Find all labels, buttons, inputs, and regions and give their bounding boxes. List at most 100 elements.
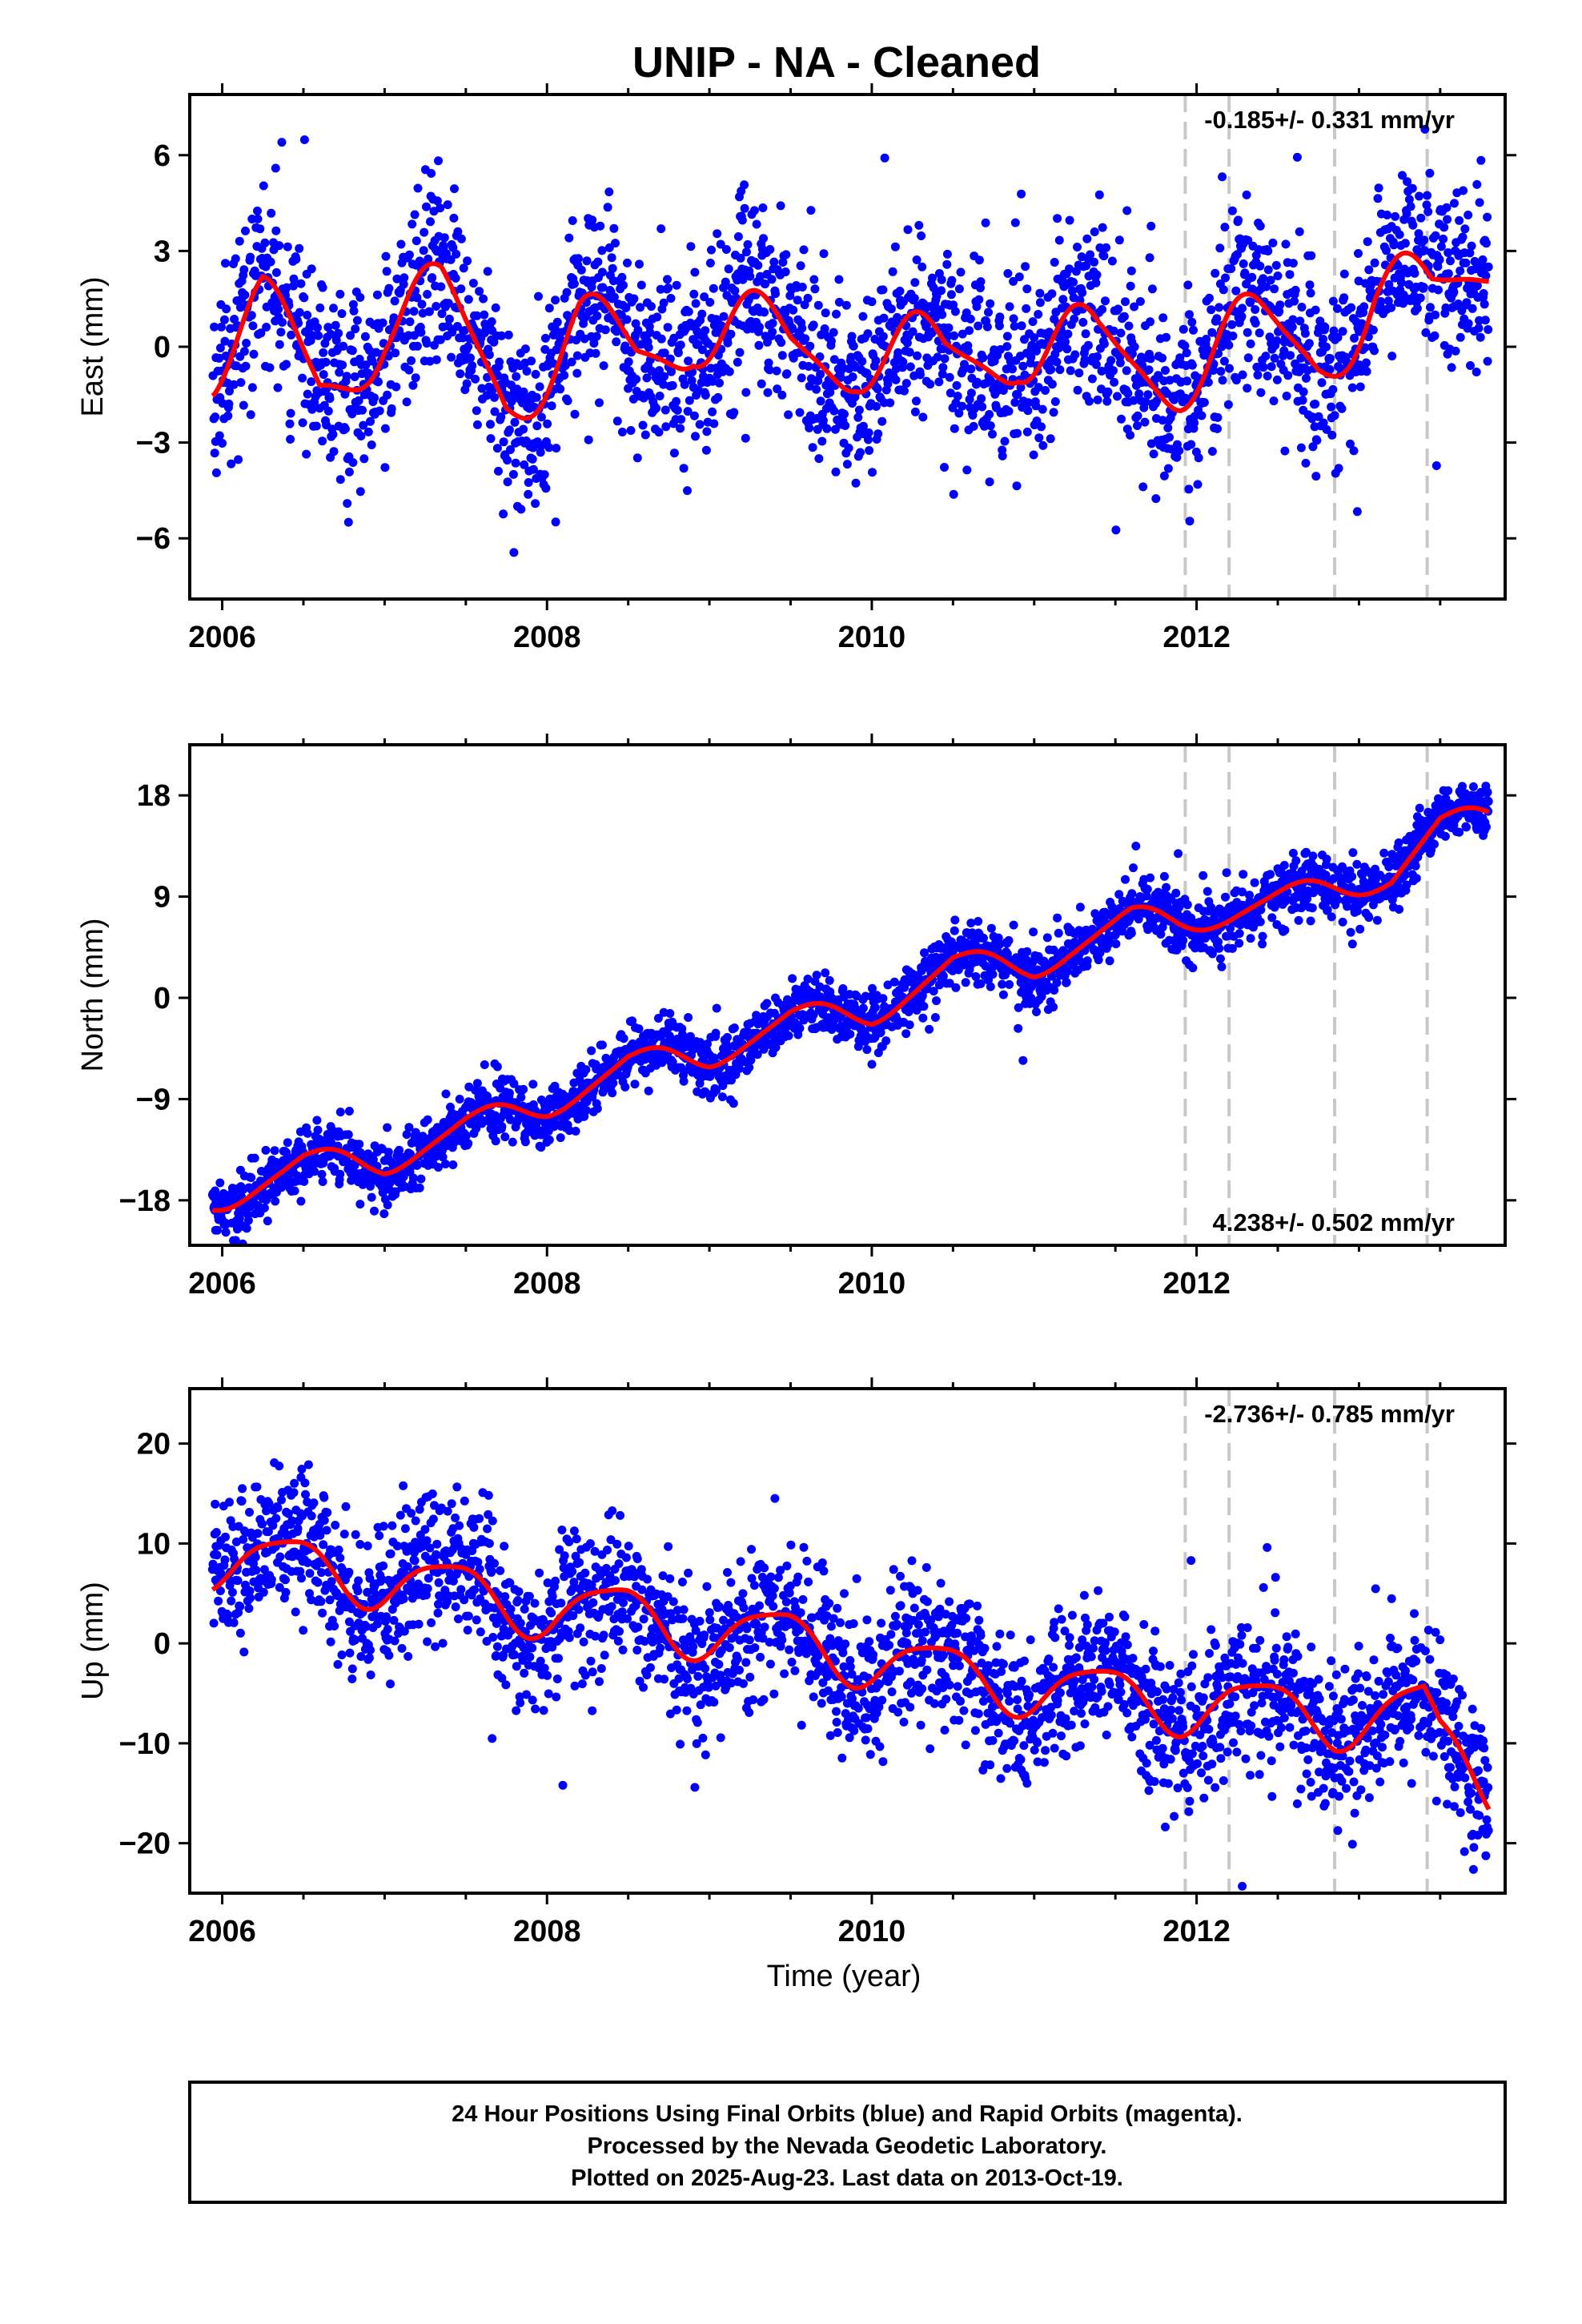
data-point [1070,314,1079,324]
data-point [372,290,382,300]
data-point [528,464,538,474]
data-point [781,250,791,259]
data-point [1046,364,1056,374]
data-point [1270,284,1279,294]
data-point [408,380,418,390]
data-point [819,249,829,259]
data-point [366,416,375,426]
data-point [246,252,255,262]
data-point [339,628,348,637]
data-point [1013,954,1022,963]
data-point [597,246,607,255]
data-point [1370,346,1379,356]
data-point [317,1169,327,1179]
data-point [352,316,362,325]
data-point [325,394,335,404]
data-point [998,451,1007,460]
data-point [1161,366,1170,375]
data-point [964,347,973,356]
data-point [1295,227,1304,236]
data-point [472,311,482,320]
data-point [836,372,845,382]
data-point [608,263,617,273]
data-point [347,346,357,356]
data-point [621,303,631,312]
data-point [484,350,494,360]
data-point [1038,440,1048,450]
data-point [210,322,219,332]
data-point [497,1122,507,1132]
data-point [996,345,1005,354]
data-point [634,1024,644,1034]
data-point [956,267,966,277]
data-point [1253,370,1263,380]
data-point [1476,155,1486,165]
data-point [1421,328,1431,337]
data-point [404,365,414,375]
data-point [451,273,460,283]
data-point [619,1034,628,1043]
data-point [215,1178,225,1188]
data-point [551,296,560,305]
data-point [604,187,614,197]
data-point [865,446,874,455]
data-point [918,1013,928,1023]
data-point [243,1216,253,1225]
data-point [1243,384,1252,393]
data-point [1263,247,1273,255]
data-point [755,322,764,332]
data-point [265,363,275,372]
data-point [673,348,683,357]
data-point [1359,302,1369,312]
data-point [259,1203,269,1212]
data-point [210,448,219,458]
data-point [799,245,809,255]
data-point [652,312,662,322]
data-point [609,223,619,233]
data-point [668,1057,677,1067]
data-point [1300,328,1310,338]
data-point [1129,863,1138,873]
data-point [757,379,766,388]
data-point [998,979,1007,989]
data-point [945,979,954,988]
data-point [932,996,941,1006]
data-point [1050,258,1059,267]
data-point [1130,302,1139,312]
data-point [1213,424,1222,433]
data-point [820,324,829,333]
data-point [1215,243,1225,253]
data-point [917,991,927,1000]
data-point [596,221,605,231]
data-point [271,267,281,277]
data-point [988,429,997,439]
data-point [434,1163,443,1172]
data-point [867,1059,877,1069]
data-point [1062,978,1071,987]
data-point [512,372,521,381]
data-point [765,365,774,375]
data-point [1122,366,1131,376]
data-point [1288,315,1298,324]
data-point [261,1145,271,1155]
data-point [1203,377,1213,387]
data-point [335,1169,345,1179]
data-point [768,319,777,328]
data-point [509,548,519,557]
data-point [1459,186,1468,195]
data-point [1283,371,1293,380]
data-point [1127,349,1137,359]
data-point [416,1174,426,1184]
data-point [572,351,582,360]
data-point [973,377,982,387]
data-point [905,1020,914,1030]
data-point [597,1040,607,1050]
data-point [1022,304,1031,313]
data-point [504,330,513,340]
data-point [1246,339,1255,348]
data-point [1105,956,1114,966]
data-point [1395,905,1404,914]
data-point [247,383,257,392]
data-point [1337,404,1347,413]
